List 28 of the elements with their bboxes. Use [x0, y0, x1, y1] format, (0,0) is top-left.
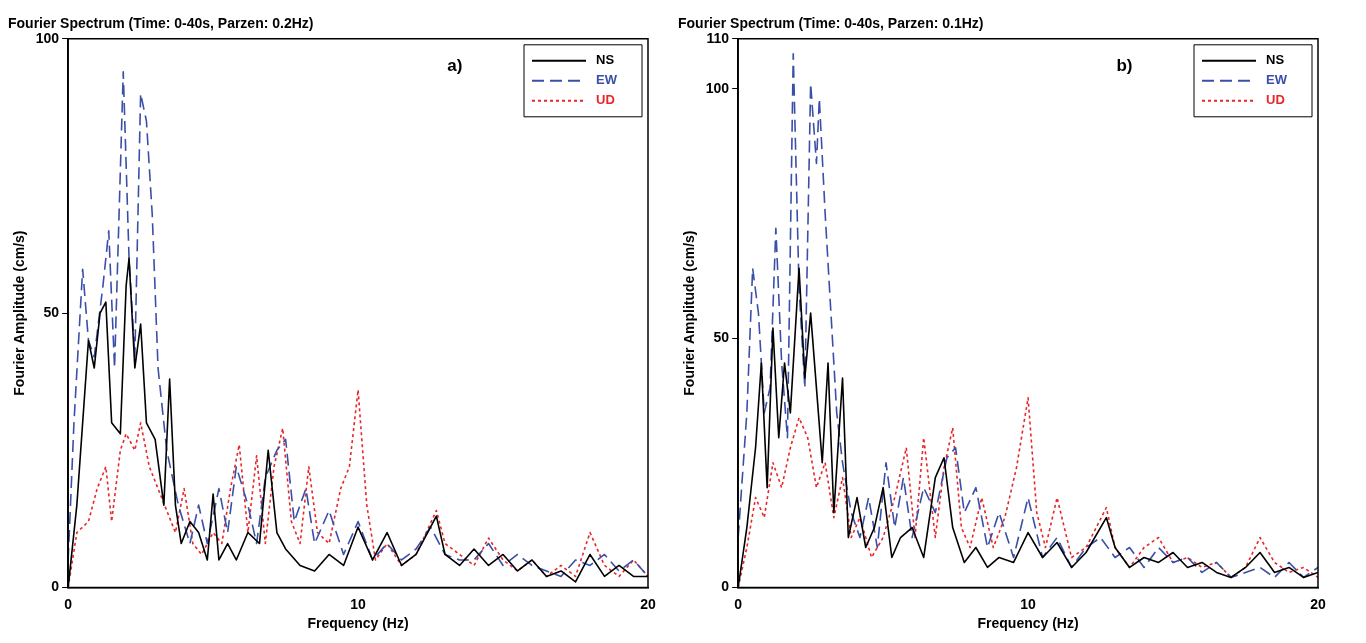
line-series: [738, 52, 1318, 579]
chart-title: Fourier Spectrum (Time: 0-40s, Parzen: 0.1Hz): [678, 15, 984, 32]
legend-label: EW: [1266, 72, 1288, 88]
x-tick-label: 10: [350, 595, 367, 612]
annotation: b): [1116, 56, 1133, 76]
y-tick-label: 110: [706, 29, 730, 46]
y-tick-label: 100: [35, 29, 60, 46]
y-tick-label: 50: [713, 328, 730, 345]
legend-label: UD: [1266, 92, 1285, 108]
x-axis-title: Frequency (Hz): [977, 615, 1079, 632]
x-tick-label: 0: [64, 595, 73, 612]
annotation: a): [447, 56, 463, 76]
chart-title: Fourier Spectrum (Time: 0-40s, Parzen: 0.2Hz): [8, 15, 314, 32]
legend-label: EW: [596, 72, 618, 88]
y-tick-label: 0: [721, 578, 730, 595]
x-tick-label: 20: [640, 595, 656, 612]
y-tick-label: 0: [51, 578, 60, 595]
x-tick-label: 20: [1310, 595, 1326, 612]
legend-label: NS: [1266, 52, 1285, 68]
x-tick-label: 10: [1020, 595, 1037, 612]
y-axis-title: Fourier Amplitude (cm/s): [681, 230, 698, 396]
legend-label: NS: [596, 52, 615, 68]
x-axis-title: Frequency (Hz): [307, 615, 409, 632]
y-tick-label: 50: [43, 303, 60, 320]
legend-label: UD: [596, 92, 615, 108]
y-tick-label: 100: [705, 79, 730, 96]
x-tick-label: 0: [734, 595, 743, 612]
y-axis-title: Fourier Amplitude (cm/s): [11, 230, 28, 396]
